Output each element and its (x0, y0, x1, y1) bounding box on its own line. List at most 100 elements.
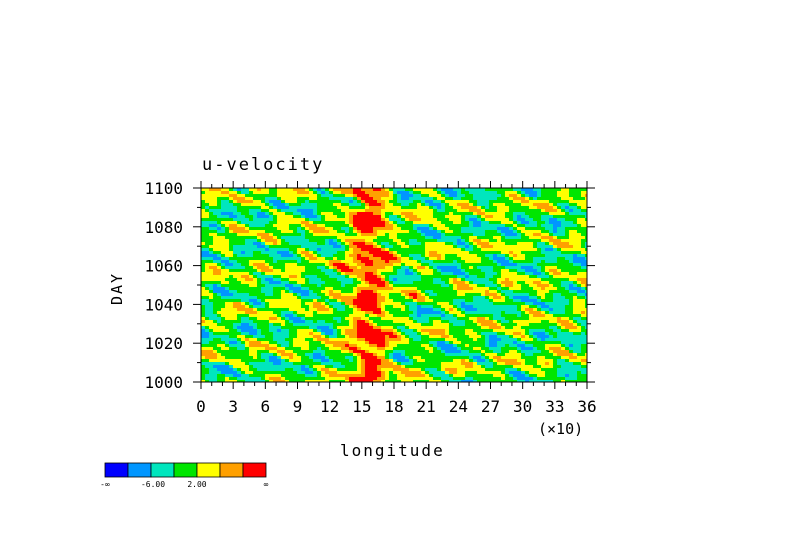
heatmap-cell (373, 203, 378, 207)
heatmap-cell (249, 329, 254, 333)
heatmap-cell (569, 206, 574, 210)
heatmap-cell (569, 215, 574, 219)
heatmap-cell (309, 200, 314, 204)
heatmap-cell (225, 296, 230, 300)
heatmap-cell (413, 296, 418, 300)
heatmap-cell (213, 305, 218, 309)
heatmap-cell (381, 251, 386, 255)
heatmap-cell (397, 338, 402, 342)
heatmap-cell (385, 284, 390, 288)
heatmap-cell (585, 227, 587, 231)
heatmap-cell (449, 305, 454, 309)
heatmap-cell (357, 257, 362, 261)
heatmap-cell (297, 311, 302, 315)
heatmap-cell (225, 290, 230, 294)
heatmap-cell (489, 332, 494, 336)
heatmap-cell (421, 278, 426, 282)
heatmap-cell (505, 188, 510, 192)
heatmap-cell (493, 272, 498, 276)
heatmap-cell (341, 206, 346, 210)
heatmap-cell (333, 194, 338, 198)
heatmap-cell (285, 278, 290, 282)
heatmap-cell (233, 218, 238, 222)
heatmap-cell (529, 284, 534, 288)
heatmap-cell (433, 287, 438, 291)
heatmap-cell (381, 329, 386, 333)
heatmap-cell (385, 266, 390, 270)
heatmap-cell (425, 323, 430, 327)
heatmap-cell (325, 299, 330, 303)
heatmap-cell (221, 269, 226, 273)
heatmap-cell (353, 293, 358, 297)
heatmap-cell (501, 272, 506, 276)
heatmap-cell (277, 299, 282, 303)
heatmap-cell (437, 266, 442, 270)
heatmap-cell (585, 308, 587, 312)
heatmap-cell (561, 260, 566, 264)
heatmap-cell (229, 278, 234, 282)
heatmap-cell (249, 308, 254, 312)
heatmap-cell (369, 275, 374, 279)
heatmap-cell (385, 227, 390, 231)
heatmap-cell (457, 287, 462, 291)
heatmap-cell (341, 260, 346, 264)
heatmap-cell (461, 263, 466, 267)
heatmap-cell (281, 320, 286, 324)
heatmap-cell (501, 203, 506, 207)
heatmap-cell (429, 221, 434, 225)
heatmap-cell (529, 278, 534, 282)
heatmap-cell (325, 296, 330, 300)
heatmap-cell (373, 305, 378, 309)
heatmap-cell (333, 287, 338, 291)
heatmap-cell (389, 197, 394, 201)
heatmap-cell (361, 233, 366, 237)
heatmap-cell (265, 299, 270, 303)
heatmap-cell (525, 338, 530, 342)
heatmap-cell (261, 284, 266, 288)
heatmap-cell (557, 287, 562, 291)
heatmap-cell (553, 314, 558, 318)
heatmap-cell (397, 194, 402, 198)
heatmap-cell (405, 230, 410, 234)
heatmap-cell (209, 338, 214, 342)
heatmap-cell (553, 188, 558, 192)
heatmap-cell (305, 290, 310, 294)
heatmap-cell (321, 341, 326, 345)
heatmap-cell (241, 242, 246, 246)
heatmap-cell (481, 227, 486, 231)
heatmap-cell (345, 263, 350, 267)
heatmap-cell (349, 215, 354, 219)
heatmap-cell (469, 275, 474, 279)
heatmap-cell (233, 296, 238, 300)
heatmap-cell (501, 287, 506, 291)
heatmap-cell (297, 281, 302, 285)
heatmap-cell (313, 254, 318, 258)
heatmap-cell (485, 299, 490, 303)
heatmap-cell (573, 326, 578, 330)
heatmap-cell (405, 263, 410, 267)
heatmap-cell (353, 332, 358, 336)
heatmap-cell (241, 257, 246, 261)
heatmap-cell (297, 194, 302, 198)
heatmap-cell (233, 323, 238, 327)
heatmap-cell (353, 263, 358, 267)
heatmap-cell (361, 218, 366, 222)
heatmap-cell (361, 209, 366, 213)
heatmap-cell (561, 308, 566, 312)
heatmap-cell (241, 224, 246, 228)
heatmap-cell (453, 251, 458, 255)
heatmap-cell (377, 302, 382, 306)
heatmap-cell (477, 230, 482, 234)
heatmap-cell (465, 263, 470, 267)
heatmap-cell (585, 281, 587, 285)
heatmap-cell (261, 227, 266, 231)
heatmap-cell (293, 308, 298, 312)
heatmap-cell (341, 272, 346, 276)
heatmap-cell (409, 203, 414, 207)
heatmap-cell (477, 236, 482, 240)
heatmap-cell (417, 239, 422, 243)
heatmap-cell (545, 242, 550, 246)
heatmap-cell (441, 299, 446, 303)
heatmap-cell (381, 323, 386, 327)
heatmap-cell (493, 311, 498, 315)
